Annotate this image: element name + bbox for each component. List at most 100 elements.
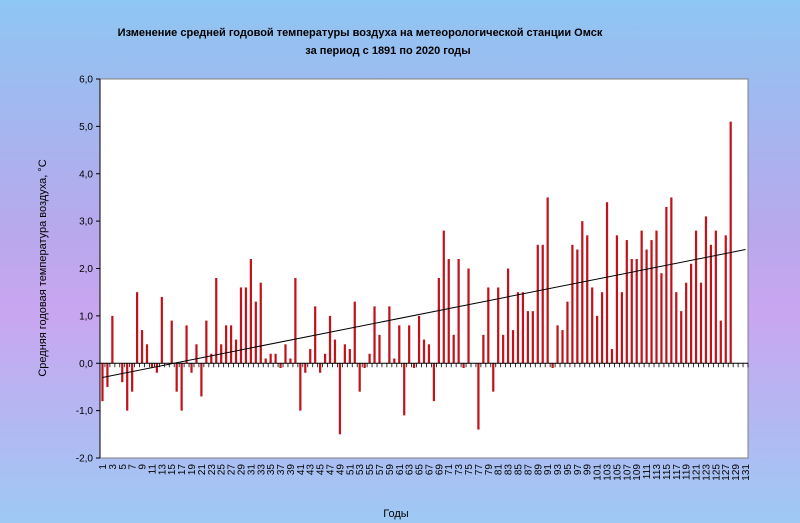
bar-48 bbox=[333, 339, 337, 364]
x-tick-label: 87 bbox=[523, 464, 534, 476]
bar-9 bbox=[140, 330, 144, 364]
bar-18 bbox=[185, 325, 188, 364]
bar-122 bbox=[699, 282, 703, 364]
y-tick-label: -2,0 bbox=[76, 454, 94, 465]
bar-42 bbox=[304, 363, 307, 373]
x-tick-label: 51 bbox=[345, 464, 356, 476]
x-tick-label: 115 bbox=[662, 464, 673, 480]
bar-115 bbox=[665, 206, 668, 364]
y-tick-label: 6,0 bbox=[79, 75, 93, 86]
x-tick-label: 95 bbox=[563, 464, 574, 476]
x-tick-label: 17 bbox=[177, 464, 188, 476]
x-tick-label: 99 bbox=[583, 464, 594, 476]
bar-49 bbox=[338, 363, 342, 435]
bar-121 bbox=[694, 230, 698, 364]
x-tick-label: 71 bbox=[444, 464, 455, 476]
x-tick-label: 35 bbox=[266, 464, 277, 476]
bar-56 bbox=[373, 306, 376, 364]
x-tick-label: 41 bbox=[296, 464, 307, 476]
x-tick-label: 119 bbox=[682, 464, 693, 480]
x-tick-label: 59 bbox=[385, 464, 396, 476]
trend-line bbox=[102, 249, 746, 378]
x-tick-label: 103 bbox=[603, 464, 614, 481]
bar-119 bbox=[685, 282, 688, 364]
bar-13 bbox=[160, 296, 163, 364]
y-tick-label: -1,0 bbox=[76, 406, 94, 417]
y-axis-label: Средняя годовая температура воздуха, °С bbox=[37, 159, 49, 376]
x-tick-label: 57 bbox=[375, 464, 386, 476]
bar-94 bbox=[561, 330, 564, 364]
bar-108 bbox=[630, 259, 633, 364]
y-ticks-group: -2,0 -1,0 0,0 1,0 2,0 3,0 4,0 5,0 6,0 bbox=[76, 75, 100, 465]
x-tick-label: 25 bbox=[217, 464, 228, 476]
x-tick-label: 31 bbox=[246, 464, 257, 476]
bar-73 bbox=[457, 259, 460, 364]
bar-12 bbox=[155, 363, 158, 373]
bar-1 bbox=[101, 363, 104, 402]
x-tick-label: 7 bbox=[128, 464, 139, 470]
x-tick-label: 55 bbox=[365, 464, 376, 476]
bar-78 bbox=[482, 334, 485, 364]
x-tick-label: 65 bbox=[415, 464, 426, 476]
bar-103 bbox=[605, 202, 609, 364]
x-tick-label: 43 bbox=[306, 464, 317, 476]
bar-63 bbox=[408, 325, 411, 364]
bar-123 bbox=[704, 216, 708, 364]
bar-107 bbox=[625, 240, 628, 364]
bar-37 bbox=[279, 363, 282, 368]
bar-6 bbox=[126, 363, 129, 411]
y-tick-label: 0,0 bbox=[79, 359, 93, 370]
bar-31 bbox=[249, 259, 252, 364]
bar-21 bbox=[200, 363, 203, 397]
bar-51 bbox=[348, 349, 351, 364]
x-ticks-group: 1357911131517192123252729313335373941434… bbox=[98, 363, 752, 481]
x-tick-label: 113 bbox=[652, 464, 663, 480]
bar-3 bbox=[111, 315, 114, 364]
y-tick-label: 2,0 bbox=[79, 264, 93, 275]
x-tick-label: 131 bbox=[741, 464, 752, 481]
bar-83 bbox=[506, 268, 510, 364]
bar-77 bbox=[477, 363, 480, 430]
x-tick-label: 123 bbox=[701, 464, 712, 481]
x-tick-label: 121 bbox=[692, 464, 703, 481]
bar-125 bbox=[714, 230, 717, 364]
bar-85 bbox=[516, 292, 520, 364]
bar-38 bbox=[284, 344, 287, 364]
bar-7 bbox=[131, 363, 134, 392]
x-tick-label: 9 bbox=[138, 464, 149, 470]
bar-74 bbox=[462, 363, 465, 368]
x-tick-label: 37 bbox=[276, 464, 287, 476]
bar-118 bbox=[680, 311, 683, 364]
bar-16 bbox=[175, 363, 178, 392]
bar-126 bbox=[719, 320, 722, 364]
bar-111 bbox=[645, 249, 648, 364]
x-tick-label: 49 bbox=[335, 464, 346, 476]
bar-54 bbox=[363, 363, 366, 368]
bar-15 bbox=[170, 320, 173, 364]
bar-114 bbox=[660, 273, 663, 364]
chart-title-line-2: за период с 1891 по 2020 годы bbox=[305, 45, 470, 57]
x-tick-label: 63 bbox=[405, 464, 416, 476]
bar-117 bbox=[675, 292, 678, 364]
bar-102 bbox=[600, 292, 604, 364]
bar-36 bbox=[274, 353, 277, 364]
x-tick-label: 91 bbox=[543, 464, 554, 476]
x-tick-label: 61 bbox=[395, 464, 406, 476]
bar-120 bbox=[690, 263, 693, 364]
bar-60 bbox=[393, 358, 396, 364]
y-tick-label: 3,0 bbox=[79, 217, 93, 228]
bar-66 bbox=[422, 339, 426, 364]
x-tick-label: 101 bbox=[593, 464, 604, 481]
bar-89 bbox=[536, 244, 539, 364]
x-tick-label: 93 bbox=[553, 464, 564, 476]
x-tick-label: 15 bbox=[167, 464, 178, 476]
bar-20 bbox=[195, 344, 198, 364]
bar-24 bbox=[215, 277, 218, 364]
bar-67 bbox=[427, 344, 431, 364]
x-tick-label: 21 bbox=[197, 464, 208, 476]
bar-17 bbox=[180, 363, 183, 411]
bar-97 bbox=[576, 249, 579, 364]
bar-61 bbox=[398, 325, 401, 364]
x-tick-label: 125 bbox=[711, 464, 722, 481]
